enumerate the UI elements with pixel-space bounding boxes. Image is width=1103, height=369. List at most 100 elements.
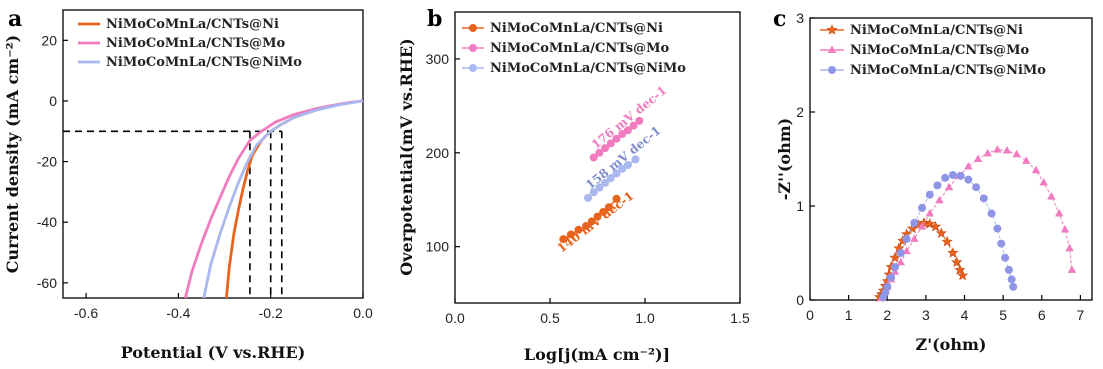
data-point-triangle: [1067, 265, 1077, 273]
data-point-triangle: [925, 209, 934, 217]
data-point: [887, 273, 896, 282]
data-point: [956, 171, 965, 180]
data-point: [1004, 265, 1013, 274]
x-tick-label: 6: [1038, 307, 1046, 323]
data-point: [595, 148, 604, 157]
data-point: [997, 239, 1006, 248]
panel-c-chart: c 0 1 2 3 4 5 6 7 0 1 2 3 Z'(ohm) -Z''(ohm) NiMoCoMnLa/…: [773, 6, 1093, 354]
data-point: [599, 207, 608, 216]
data-point: [623, 126, 632, 135]
data-point-triangle: [1047, 192, 1056, 200]
data-point: [902, 234, 911, 243]
data-point: [1009, 282, 1018, 291]
legend-label: NiMoCoMnLa/CNTs@Mo: [106, 36, 285, 51]
plot-frame: [809, 17, 1093, 301]
data-point-star: [935, 227, 947, 238]
data-point: [587, 217, 596, 226]
x-tick-label: 0.0: [353, 305, 373, 321]
x-axis-label: Z'(ohm): [916, 335, 987, 354]
data-point: [979, 194, 988, 203]
series-nimo: [584, 155, 640, 202]
series-ni: [559, 194, 621, 244]
y-tick-label: -20: [37, 154, 57, 170]
data-point: [584, 193, 592, 202]
x-tick-label: -0.2: [259, 305, 283, 321]
data-point-triangle: [993, 145, 1002, 153]
y-axis-label: -Z''(ohm): [775, 118, 794, 201]
slope-annotation: 140 mV dec-1: [555, 189, 637, 256]
data-point: [883, 282, 892, 291]
legend-label: NiMoCoMnLa/CNTs@Ni: [106, 17, 279, 32]
series-mo: [589, 116, 644, 162]
data-point: [635, 116, 644, 125]
data-point: [948, 170, 957, 179]
data-point-triangle: [910, 234, 919, 242]
legend-label: NiMoCoMnLa/CNTs@Ni: [490, 21, 663, 36]
x-tick-label: 0.5: [540, 310, 560, 326]
x-tick-label: 1.0: [635, 310, 655, 326]
legend-label: NiMoCoMnLa/CNTs@Mo: [490, 41, 669, 56]
data-point: [993, 224, 1002, 233]
data-point-triangle: [1060, 225, 1070, 233]
series-connector: [879, 222, 964, 298]
data-point: [918, 203, 927, 212]
series-line: [202, 99, 364, 299]
legend-label: NiMoCoMnLa/CNTs@Ni: [850, 23, 1023, 38]
x-axis-label: Log[j(mA cm⁻²)]: [524, 345, 670, 364]
data-point-triangle: [935, 195, 944, 204]
data-point: [606, 139, 615, 148]
data-point: [828, 66, 836, 74]
data-point: [469, 44, 477, 52]
data-point-triangle: [1054, 209, 1064, 217]
x-tick-label: 7: [1077, 307, 1085, 323]
x-tick-label: 0.0: [445, 310, 465, 326]
data-point: [566, 230, 575, 239]
data-point-triangle: [1031, 165, 1041, 174]
data-point: [582, 222, 591, 231]
x-tick-label: 3: [922, 307, 930, 323]
series-nimo: [202, 99, 364, 299]
data-point: [606, 174, 615, 183]
data-point: [631, 155, 640, 164]
legend-label: NiMoCoMnLa/CNTs@Mo: [850, 43, 1029, 58]
data-point-triangle: [1022, 156, 1031, 164]
data-point-triangle: [827, 45, 837, 53]
slope-annotation: 176 mV dec-1: [589, 83, 670, 152]
series-mo: [877, 145, 1077, 302]
data-point: [896, 249, 905, 257]
plot-frame: [62, 9, 364, 299]
data-point-triangle: [973, 154, 983, 162]
y-tick-label: 1: [796, 198, 804, 214]
data-point: [612, 194, 621, 203]
data-point: [612, 169, 621, 178]
data-point: [601, 178, 610, 187]
data-point: [629, 121, 638, 130]
data-point-triangle: [1012, 149, 1021, 158]
data-point-star: [947, 247, 959, 258]
x-axis-label: Potential (V vs.RHE): [121, 343, 306, 362]
data-point: [987, 209, 996, 218]
y-tick-label: 2: [796, 104, 804, 120]
data-point: [618, 164, 627, 173]
data-point: [574, 225, 583, 234]
panel-letter: a: [8, 6, 22, 32]
data-point: [604, 203, 613, 212]
data-point: [910, 218, 919, 227]
data-point: [593, 212, 602, 221]
x-tick-label: -0.6: [74, 305, 98, 321]
y-tick-label: 200: [426, 145, 450, 161]
x-tick-label: 4: [961, 307, 969, 323]
panel-b-chart: b 0.0 0.5 1.0 1.5 100 200 300 Log[j(mA cm⁻²)] Ove…: [397, 6, 750, 364]
data-point-star: [951, 256, 963, 268]
x-tick-label: 1: [845, 307, 853, 323]
series-ni: [225, 105, 325, 299]
data-point: [1001, 253, 1010, 262]
y-tick-label: -60: [37, 275, 57, 291]
panel-letter: c: [773, 6, 786, 32]
legend-label: NiMoCoMnLa/CNTs@NiMo: [106, 55, 302, 70]
data-point-triangle: [1065, 243, 1074, 252]
y-axis-label: Current density (mA cm⁻²): [3, 35, 22, 274]
y-tick-label: 3: [796, 10, 804, 26]
data-point: [469, 64, 477, 72]
